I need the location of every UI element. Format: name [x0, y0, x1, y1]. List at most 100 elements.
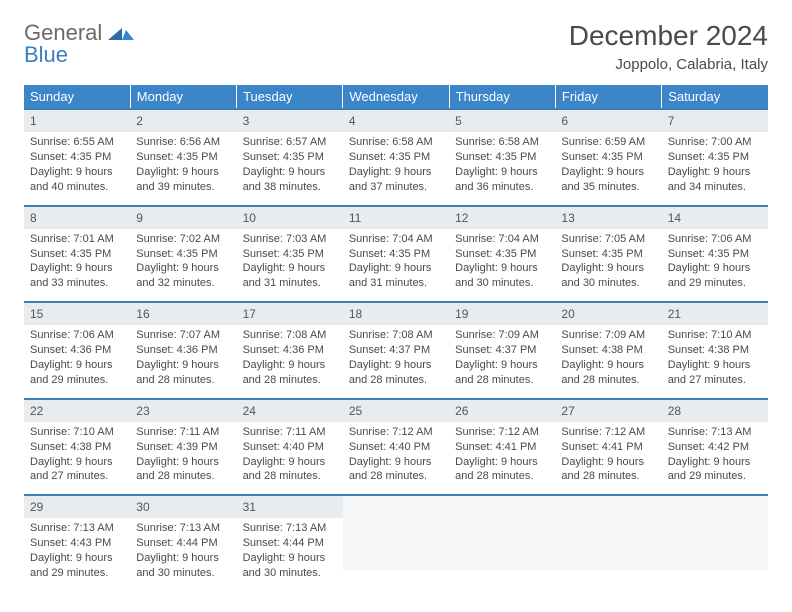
daylight-line2: and 29 minutes.: [30, 373, 124, 388]
daylight-line1: Daylight: 9 hours: [455, 455, 549, 470]
calendar-cell: 3Sunrise: 6:57 AMSunset: 4:35 PMDaylight…: [237, 109, 343, 206]
calendar-cell: 17 Sunrise: 7:08 AMSunset: 4:36 PMDayligh…: [237, 302, 343, 399]
sunset-text: Sunset: 4:44 PM: [243, 536, 337, 551]
sunset-text: Sunset: 4:39 PM: [136, 440, 230, 455]
dow-sunday: Sunday: [24, 85, 130, 109]
day-number: 17: [237, 303, 343, 325]
daylight-line2: and 32 minutes.: [136, 276, 230, 291]
daylight-line1: Daylight: 9 hours: [561, 165, 655, 180]
sunrise-text: Sunrise: 7:12 AM: [561, 425, 655, 440]
calendar-week: 29Sunrise: 7:13 AMSunset: 4:43 PMDayligh…: [24, 495, 768, 591]
sunrise-text: Sunrise: 6:59 AM: [561, 135, 655, 150]
daylight-line1: Daylight: 9 hours: [561, 455, 655, 470]
daylight-line2: and 39 minutes.: [136, 180, 230, 195]
daylight-line1: Daylight: 9 hours: [243, 551, 337, 566]
day-body-empty: [555, 518, 661, 570]
sunrise-text: Sunrise: 6:58 AM: [455, 135, 549, 150]
day-number-empty: [449, 496, 555, 518]
daylight-line1: Daylight: 9 hours: [668, 455, 762, 470]
day-body: Sunrise: 7:06 AMSunset: 4:35 PMDaylight:…: [662, 229, 768, 301]
calendar-cell: 7Sunrise: 7:00 AMSunset: 4:35 PMDaylight…: [662, 109, 768, 206]
daylight-line1: Daylight: 9 hours: [349, 261, 443, 276]
sunrise-text: Sunrise: 7:08 AM: [243, 328, 337, 343]
day-body: Sunrise: 6:59 AMSunset: 4:35 PMDaylight:…: [555, 132, 661, 204]
daylight-line2: and 28 minutes.: [561, 373, 655, 388]
day-number: 27: [555, 400, 661, 422]
daylight-line2: and 27 minutes.: [30, 469, 124, 484]
calendar-cell: 4Sunrise: 6:58 AMSunset: 4:35 PMDaylight…: [343, 109, 449, 206]
daylight-line2: and 30 minutes.: [136, 566, 230, 581]
sunset-text: Sunset: 4:40 PM: [349, 440, 443, 455]
daylight-line2: and 31 minutes.: [243, 276, 337, 291]
sunrise-text: Sunrise: 7:08 AM: [349, 328, 443, 343]
daylight-line1: Daylight: 9 hours: [30, 261, 124, 276]
calendar-cell: 16Sunrise: 7:07 AMSunset: 4:36 PMDayligh…: [130, 302, 236, 399]
daylight-line1: Daylight: 9 hours: [349, 165, 443, 180]
calendar-cell: 15Sunrise: 7:06 AMSunset: 4:36 PMDayligh…: [24, 302, 130, 399]
sunset-text: Sunset: 4:38 PM: [668, 343, 762, 358]
sunset-text: Sunset: 4:41 PM: [455, 440, 549, 455]
day-body: Sunrise: 7:10 AMSunset: 4:38 PMDaylight:…: [662, 325, 768, 397]
sunset-text: Sunset: 4:35 PM: [668, 247, 762, 262]
calendar-cell: 20Sunrise: 7:09 AMSunset: 4:38 PMDayligh…: [555, 302, 661, 399]
header: General December 2024 Joppolo, Calabria,…: [24, 20, 768, 73]
calendar-cell: 8Sunrise: 7:01 AMSunset: 4:35 PMDaylight…: [24, 206, 130, 303]
day-body: Sunrise: 6:58 AMSunset: 4:35 PMDaylight:…: [449, 132, 555, 204]
sunrise-text: Sunrise: 7:13 AM: [243, 521, 337, 536]
calendar-cell: 21Sunrise: 7:10 AMSunset: 4:38 PMDayligh…: [662, 302, 768, 399]
day-body: Sunrise: 6:57 AMSunset: 4:35 PMDaylight:…: [237, 132, 343, 204]
sunrise-text: Sunrise: 6:55 AM: [30, 135, 124, 150]
daylight-line2: and 29 minutes.: [30, 566, 124, 581]
sunrise-text: Sunrise: 7:01 AM: [30, 232, 124, 247]
sunrise-text: Sunrise: 7:04 AM: [349, 232, 443, 247]
calendar-cell: 29Sunrise: 7:13 AMSunset: 4:43 PMDayligh…: [24, 495, 130, 591]
sunset-text: Sunset: 4:35 PM: [30, 150, 124, 165]
day-body: Sunrise: 7:12 AMSunset: 4:41 PMDaylight:…: [449, 422, 555, 494]
sunset-text: Sunset: 4:36 PM: [243, 343, 337, 358]
day-body: Sunrise: 7:02 AMSunset: 4:35 PMDaylight:…: [130, 229, 236, 301]
calendar-cell: 11Sunrise: 7:04 AMSunset: 4:35 PMDayligh…: [343, 206, 449, 303]
day-number: 12: [449, 207, 555, 229]
sunset-text: Sunset: 4:35 PM: [349, 247, 443, 262]
day-body-empty: [662, 518, 768, 570]
day-body: Sunrise: 7:08 AMSunset: 4:37 PMDaylight:…: [343, 325, 449, 397]
day-number: 10: [237, 207, 343, 229]
day-body: Sunrise: 7:10 AMSunset: 4:38 PMDaylight:…: [24, 422, 130, 494]
daylight-line2: and 34 minutes.: [668, 180, 762, 195]
day-number: 4: [343, 110, 449, 132]
sunset-text: Sunset: 4:35 PM: [455, 150, 549, 165]
daylight-line1: Daylight: 9 hours: [243, 358, 337, 373]
sunrise-text: Sunrise: 7:05 AM: [561, 232, 655, 247]
day-body: Sunrise: 7:04 AMSunset: 4:35 PMDaylight:…: [343, 229, 449, 301]
calendar-cell: [449, 495, 555, 591]
daylight-line2: and 35 minutes.: [561, 180, 655, 195]
daylight-line1: Daylight: 9 hours: [561, 358, 655, 373]
daylight-line1: Daylight: 9 hours: [136, 358, 230, 373]
sunrise-text: Sunrise: 7:06 AM: [668, 232, 762, 247]
day-number: 3: [237, 110, 343, 132]
daylight-line1: Daylight: 9 hours: [243, 165, 337, 180]
daylight-line1: Daylight: 9 hours: [30, 455, 124, 470]
day-number: 19: [449, 303, 555, 325]
calendar-cell: 28Sunrise: 7:13 AMSunset: 4:42 PMDayligh…: [662, 399, 768, 496]
calendar-cell: 14Sunrise: 7:06 AMSunset: 4:35 PMDayligh…: [662, 206, 768, 303]
daylight-line1: Daylight: 9 hours: [455, 165, 549, 180]
day-number: 6: [555, 110, 661, 132]
day-number: 14: [662, 207, 768, 229]
calendar-cell: 24Sunrise: 7:11 AMSunset: 4:40 PMDayligh…: [237, 399, 343, 496]
logo-mark-icon: [108, 22, 134, 45]
day-body: Sunrise: 7:12 AMSunset: 4:40 PMDaylight:…: [343, 422, 449, 494]
calendar-cell: 27 Sunrise: 7:12 AMSunset: 4:41 PMDayligh…: [555, 399, 661, 496]
sunset-text: Sunset: 4:41 PM: [561, 440, 655, 455]
calendar-cell: 19Sunrise: 7:09 AMSunset: 4:37 PMDayligh…: [449, 302, 555, 399]
daylight-line2: and 28 minutes.: [455, 373, 549, 388]
daylight-line2: and 36 minutes.: [455, 180, 549, 195]
daylight-line2: and 40 minutes.: [30, 180, 124, 195]
daylight-line2: and 28 minutes.: [136, 373, 230, 388]
daylight-line2: and 30 minutes.: [455, 276, 549, 291]
daylight-line2: and 29 minutes.: [668, 276, 762, 291]
daylight-line1: Daylight: 9 hours: [136, 165, 230, 180]
calendar-cell: [343, 495, 449, 591]
daylight-line2: and 28 minutes.: [136, 469, 230, 484]
sunrise-text: Sunrise: 7:00 AM: [668, 135, 762, 150]
